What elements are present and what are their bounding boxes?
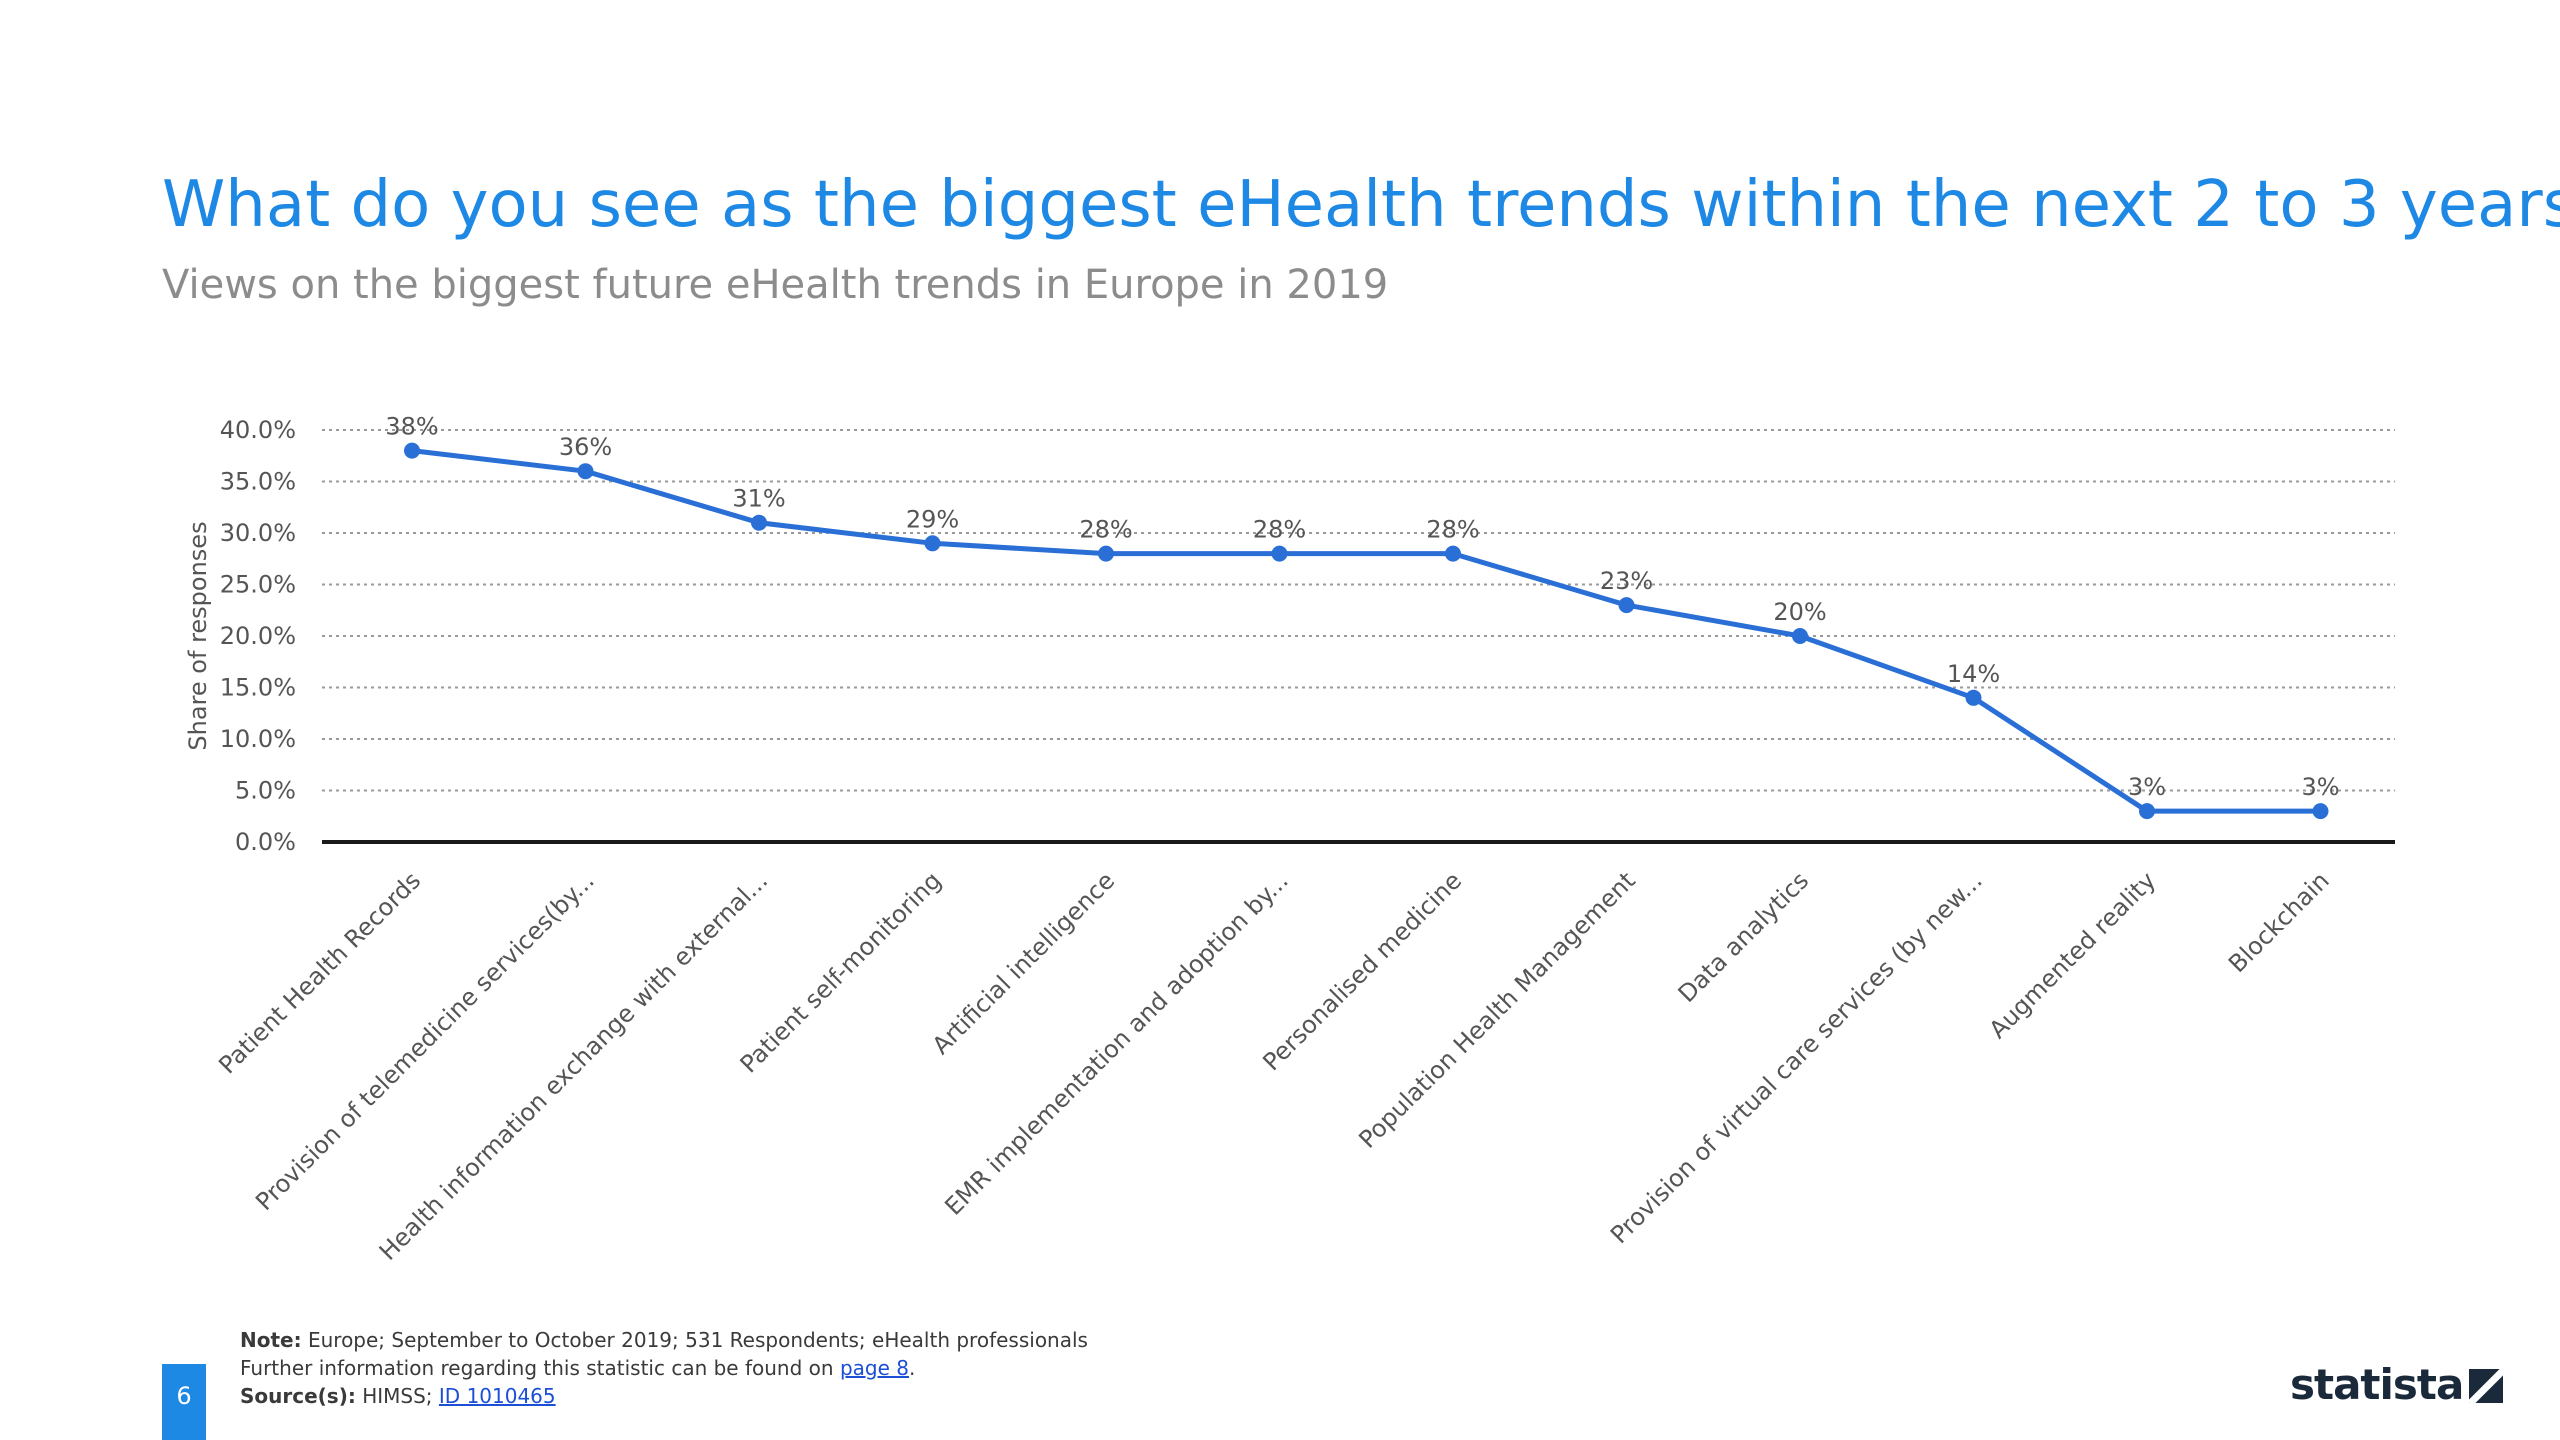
grid-lines [322,429,2395,792]
data-label: 14% [1947,660,2000,688]
data-point [2312,803,2329,820]
data-point [1965,689,1982,706]
y-tick-label: 30.0% [220,519,296,547]
x-tick-label: Augmented reality [1984,866,2162,1044]
chart-subtitle: Views on the biggest future eHealth tren… [162,262,1389,308]
x-tick-label: Provision of virtual care services (by n… [1605,866,1988,1249]
data-label: 38% [385,413,438,441]
y-tick-label: 10.0% [220,725,296,753]
info-text: Further information regarding this stati… [240,1356,834,1380]
data-point [1792,628,1808,644]
x-tick-label: Provision of telemedicine services(by... [250,866,599,1215]
data-point [751,514,767,531]
series-line [411,448,2321,814]
x-tick-label: Personalised medicine [1257,866,1467,1076]
data-labels: 38% 36% 31% 29% 28% 28% 28% 23% 20% 14% 3% 3% [385,413,2339,801]
data-label: 20% [1773,598,1826,626]
y-tick-label: 20.0% [220,622,296,650]
y-tick-label: 25.0% [220,571,296,599]
x-tick-label: Patient Health Records [213,866,426,1079]
x-tick-label: Health information exchange with externa… [374,866,773,1265]
y-tick-labels: 0.0% 5.0% 10.0% 15.0% 20.0% 25.0% 30.0% 35.0% 40… [220,416,296,856]
y-tick-label: 35.0% [220,468,296,496]
source-text: HIMSS; [362,1384,433,1408]
x-tick-label: Blockchain [2223,866,2335,978]
data-points [404,442,2329,820]
source-line: Source(s): HIMSS; ID 1010465 [240,1382,1088,1410]
data-label: 3% [2301,773,2339,801]
x-tick-label: Population Health Management [1353,866,1640,1153]
chart-title: What do you see as the biggest eHealth t… [162,168,2560,242]
y-tick-label: 0.0% [235,828,296,856]
y-tick-label: 40.0% [220,416,296,444]
brand-name: statista [2290,1360,2464,1409]
statista-logo-icon [2469,1369,2504,1403]
footer: Note: Europe; September to October 2019;… [240,1326,1088,1410]
data-label: 28% [1426,516,1479,544]
data-point [924,535,941,552]
source-label: Source(s): [240,1384,356,1408]
page-link[interactable]: page 8 [839,1356,909,1380]
y-tick-label: 15.0% [220,674,296,702]
y-tick-label: 5.0% [235,777,296,805]
line-chart: 0.0% 5.0% 10.0% 15.0% 20.0% 25.0% 30.0% 35.0% 40… [184,413,2395,1266]
data-point [404,442,420,459]
page-number: 6 [162,1364,206,1440]
y-axis-label: Share of responses [184,521,212,750]
x-tick-label: EMR implementation and adoption by... [939,866,1293,1220]
data-label: 28% [1079,516,1132,544]
note-text: Europe; September to October 2019; 531 R… [307,1328,1088,1352]
data-point [1618,597,1635,614]
data-point [1098,545,1114,562]
data-point [577,463,594,480]
x-tick-label: Data analytics [1673,866,1815,1008]
data-point [2139,803,2155,820]
x-tick-label: Artificial intelligence [927,866,1120,1059]
note-line: Note: Europe; September to October 2019;… [240,1326,1088,1354]
data-label: 31% [732,485,785,513]
data-label: 3% [2128,773,2166,801]
data-label: 36% [559,433,612,461]
statista-logo: statista [2290,1360,2504,1409]
source-id-link[interactable]: ID 1010465 [438,1384,556,1408]
note-label: Note: [240,1328,302,1352]
data-label: 28% [1253,516,1306,544]
data-label: 29% [906,505,959,533]
x-tick-label: Patient self-monitoring [735,866,947,1078]
data-point [1445,545,1461,562]
data-label: 23% [1600,567,1653,595]
data-point [1271,545,1288,562]
info-line: Further information regarding this stati… [240,1356,916,1380]
